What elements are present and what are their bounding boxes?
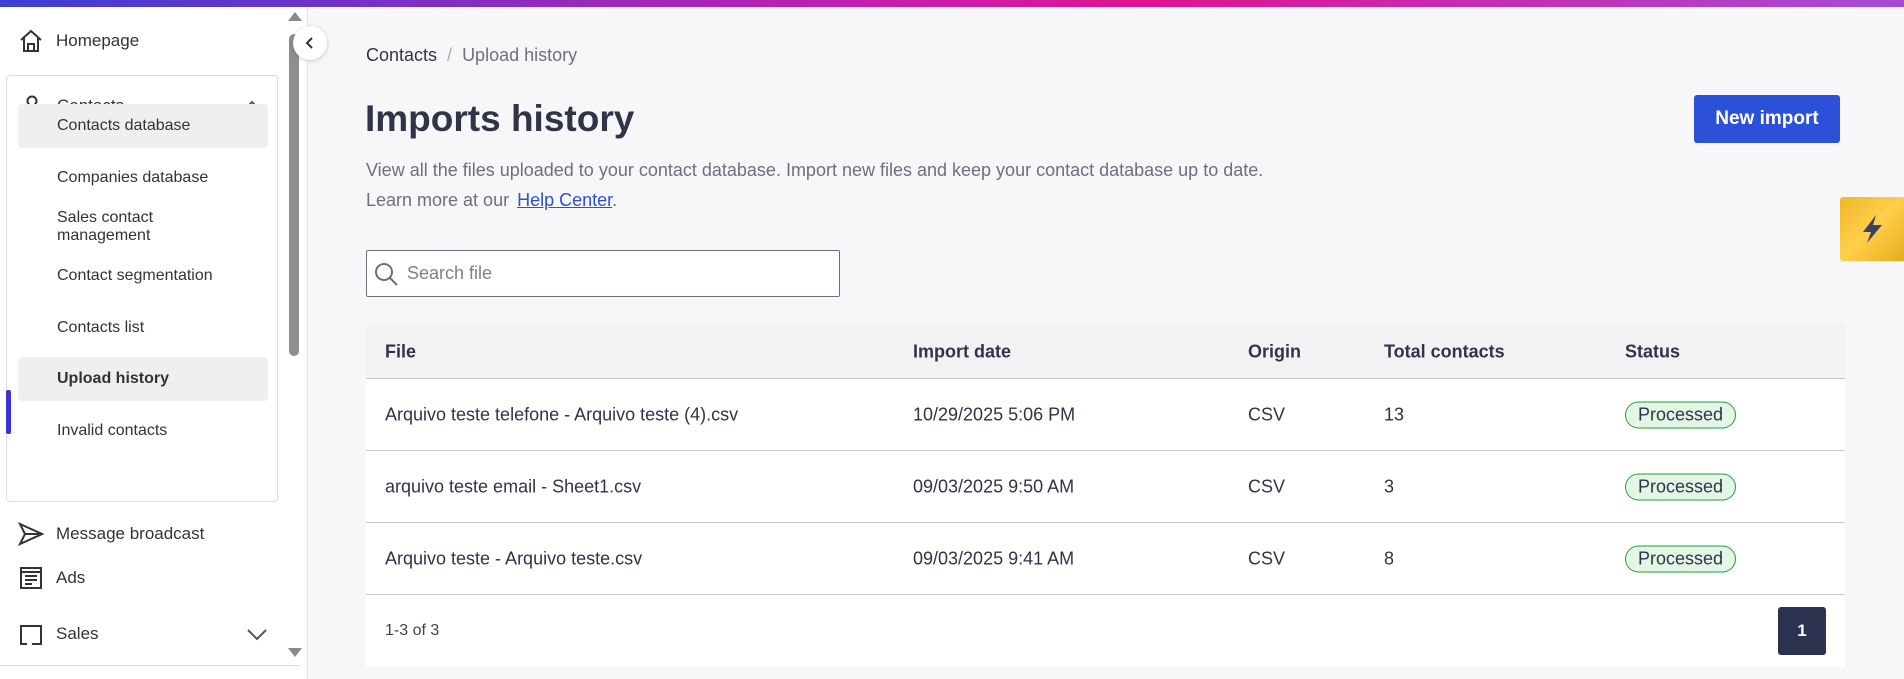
sidebar-item-contacts-database[interactable]: Contacts database [18, 104, 268, 148]
page-1-button[interactable]: 1 [1778, 607, 1826, 655]
sidebar-item-message-broadcast[interactable]: Message broadcast [0, 512, 280, 556]
chevron-down-icon[interactable] [246, 627, 268, 641]
pagination-range: 1-3 of 3 [385, 622, 440, 639]
learn-more-text: Learn more at our [366, 190, 510, 210]
help-suffix: . [612, 190, 618, 210]
chevron-left-icon [305, 37, 313, 49]
page-description: View all the files uploaded to your cont… [366, 155, 1263, 215]
lightning-icon [1863, 215, 1882, 243]
breadcrumb: Contacts / Upload history [366, 45, 577, 66]
file-name: Arquivo teste - Arquivo teste.csv [385, 548, 643, 568]
column-total-contacts: Total contacts [1384, 341, 1505, 361]
breadcrumb-contacts[interactable]: Contacts [366, 45, 438, 65]
status-badge: Processed [1625, 545, 1737, 572]
search-file-field[interactable] [366, 250, 840, 297]
description-text: View all the files uploaded to your cont… [366, 160, 1264, 180]
origin: CSV [1248, 476, 1286, 496]
total-contacts: 3 [1384, 476, 1395, 496]
table-row[interactable]: arquivo teste email - Sheet1.csv 09/03/2… [366, 451, 1845, 523]
file-name: Arquivo teste telefone - Arquivo teste (… [385, 404, 739, 424]
sidebar: Homepage Contacts Contacts database Comp… [0, 7, 308, 679]
origin: CSV [1248, 548, 1286, 568]
breadcrumb-current: Upload history [462, 45, 578, 65]
sales-icon [20, 625, 42, 645]
column-file: File [385, 341, 417, 361]
import-date: 10/29/2025 5:06 PM [913, 404, 1076, 424]
sidebar-item-companies-database[interactable]: Companies database [57, 169, 209, 186]
sidebar-item-contacts-list[interactable]: Contacts list [57, 319, 145, 336]
sidebar-scrollbar[interactable] [287, 12, 302, 657]
sidebar-divider [0, 665, 300, 666]
quick-actions-button[interactable] [1840, 197, 1904, 261]
active-indicator [6, 390, 11, 434]
sidebar-item-homepage[interactable]: Homepage [0, 19, 280, 63]
scrollbar-thumb[interactable] [289, 34, 299, 356]
sidebar-item-invalid-contacts[interactable]: Invalid contacts [57, 422, 168, 439]
table-row[interactable]: Arquivo teste telefone - Arquivo teste (… [366, 379, 1845, 451]
help-center-link[interactable]: Help Center [517, 190, 613, 210]
collapse-sidebar-button[interactable] [293, 26, 327, 60]
status-badge: Processed [1625, 401, 1737, 428]
top-gradient-bar [0, 0, 1904, 7]
new-import-button[interactable]: New import [1694, 95, 1840, 143]
home-icon [20, 29, 42, 52]
sidebar-item-contact-segmentation[interactable]: Contact segmentation [57, 267, 213, 284]
sidebar-item-sales[interactable]: Sales [0, 612, 280, 656]
sidebar-item-ads[interactable]: Ads [0, 556, 280, 600]
import-date: 09/03/2025 9:50 AM [913, 476, 1075, 496]
search-input[interactable] [407, 263, 807, 284]
scroll-down-arrow-icon[interactable] [288, 648, 302, 657]
import-date: 09/03/2025 9:41 AM [913, 548, 1075, 568]
table-header: File Import date Origin Total contacts S… [366, 325, 1845, 379]
origin: CSV [1248, 404, 1286, 424]
ads-icon [20, 567, 42, 589]
imports-table: File Import date Origin Total contacts S… [366, 325, 1845, 667]
sidebar-item-sales-contact-management[interactable]: Sales contact management [57, 209, 154, 244]
file-name: arquivo teste email - Sheet1.csv [385, 476, 642, 496]
send-icon [18, 521, 44, 547]
page-title: Imports history [365, 98, 635, 139]
total-contacts: 8 [1384, 548, 1395, 568]
total-contacts: 13 [1384, 404, 1405, 424]
status-badge: Processed [1625, 473, 1737, 500]
breadcrumb-separator: / [447, 45, 453, 65]
search-icon [375, 262, 398, 286]
contacts-group: Contacts Contacts database Companies dat… [6, 75, 278, 502]
scroll-up-arrow-icon[interactable] [288, 12, 302, 21]
column-origin: Origin [1248, 341, 1301, 361]
table-footer: 1-3 of 3 1 [366, 595, 1845, 667]
column-status: Status [1625, 341, 1681, 361]
sidebar-item-upload-history[interactable]: Upload history [18, 357, 268, 401]
table-row[interactable]: Arquivo teste - Arquivo teste.csv 09/03/… [366, 523, 1845, 595]
column-import-date: Import date [913, 341, 1012, 361]
